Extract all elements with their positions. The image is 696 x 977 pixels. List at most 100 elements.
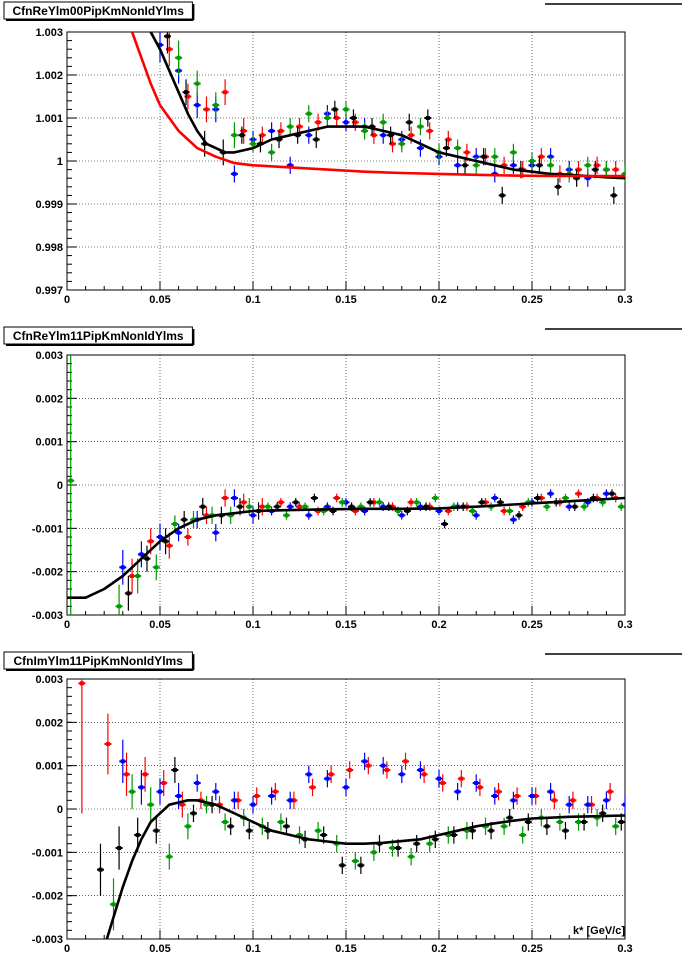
data-point [407,848,415,866]
chart-panel-3: 0 0.05 0.1 0.15 0.2 0.25 0.3 -0.003 -0.002 -0.001… [0,650,696,972]
data-point [472,774,480,792]
data-point [342,778,350,796]
data-point [296,826,303,844]
data-point [569,791,577,809]
y-tick-label: -0.002 [32,567,63,579]
data-point [573,169,581,187]
data-point [212,524,220,542]
x-tick-label: 0.1 [245,943,260,955]
x-tick-label: 0.05 [149,619,170,631]
data-point [277,813,285,831]
data-point [221,813,229,831]
data-point [189,804,197,822]
data-point [398,135,406,153]
y-tick-label: 1 [57,156,63,168]
fit-curve [149,32,625,180]
data-point [571,502,579,511]
data-point [152,817,160,844]
x-tick-label: 0 [64,294,70,306]
data-point [277,498,285,507]
data-point [575,489,582,498]
data-point [519,826,527,844]
data-point [472,511,480,520]
x-tick-label: 0.1 [245,294,260,306]
data-point [245,822,253,840]
x-tick-label: 0.25 [521,294,542,306]
data-point [472,156,480,174]
data-point [547,783,555,801]
data-point [416,118,424,136]
data-point [431,493,439,503]
data-point [398,765,406,783]
data-point [282,511,290,520]
data-point [431,830,439,848]
data-point [426,122,434,140]
y-tick-label: 0.002 [35,717,63,729]
data-point [152,554,160,581]
data-point [123,752,131,796]
data-point [407,126,415,144]
data-point [491,787,499,805]
chart-title: CfnReYlm11PipKmNonIdYlms [13,329,184,343]
chart-panel-2: 0 0.05 0.1 0.15 0.2 0.25 0.3 -0.003 -0.002 -0.001… [0,325,696,650]
data-point [104,713,112,775]
y-tick-label: 0 [57,804,63,816]
data-point [413,498,421,507]
x-tick-label: 0.1 [245,619,260,631]
data-point [379,757,387,775]
x-tick-label: 0.3 [617,294,632,306]
data-point [524,813,532,831]
data-point [402,752,410,770]
fit-curve [67,496,625,600]
data-point [221,79,229,106]
data-point [387,126,395,144]
y-tick-label: 0 [57,480,63,492]
data-point [310,493,318,503]
y-tick-label: 0.003 [35,674,63,686]
data-point [193,70,201,97]
data-point [500,156,508,174]
data-point [547,489,555,498]
data-point [323,109,331,127]
data-point [621,796,625,814]
plot-area [67,355,625,615]
data-point [286,791,294,809]
data-point [230,165,238,183]
data-point [305,765,313,783]
data-point [413,835,421,853]
x-tick-label: 0.05 [149,943,170,955]
y-tick-label: -0.001 [32,523,63,535]
data-point [383,761,391,779]
data-point [584,156,592,174]
data-point [268,122,276,140]
x-tick-label: 0.25 [521,943,542,955]
data-point [184,813,192,840]
data-point [599,804,607,822]
data-point [606,783,614,801]
data-point [230,791,238,809]
data-point [610,186,618,204]
data-point [333,493,341,503]
data-point [349,109,357,127]
chart-title: CfnImYlm11PipKmNonIdYlms [14,654,184,668]
data-point [593,809,601,827]
data-point [199,498,207,516]
data-point [115,826,123,870]
y-tick-label: 0.002 [35,393,63,405]
data-point [450,826,458,844]
data-point [312,130,320,149]
data-point [338,856,346,874]
chart-3-svg: 0 0.05 0.1 0.15 0.2 0.25 0.3 -0.003 -0.002 -0.001… [3,651,682,955]
data-point [346,761,354,779]
data-point [203,96,210,123]
data-point [268,787,276,805]
data-point [305,126,313,144]
y-tick-label: -0.001 [32,847,63,859]
y-tick-label: 1.001 [35,113,63,125]
x-tick-label: 0.15 [335,294,356,306]
y-tick-label: 0.997 [35,285,63,297]
data-point [227,506,235,524]
data-point [305,511,313,520]
data-point [550,791,558,809]
data-point [249,796,257,814]
